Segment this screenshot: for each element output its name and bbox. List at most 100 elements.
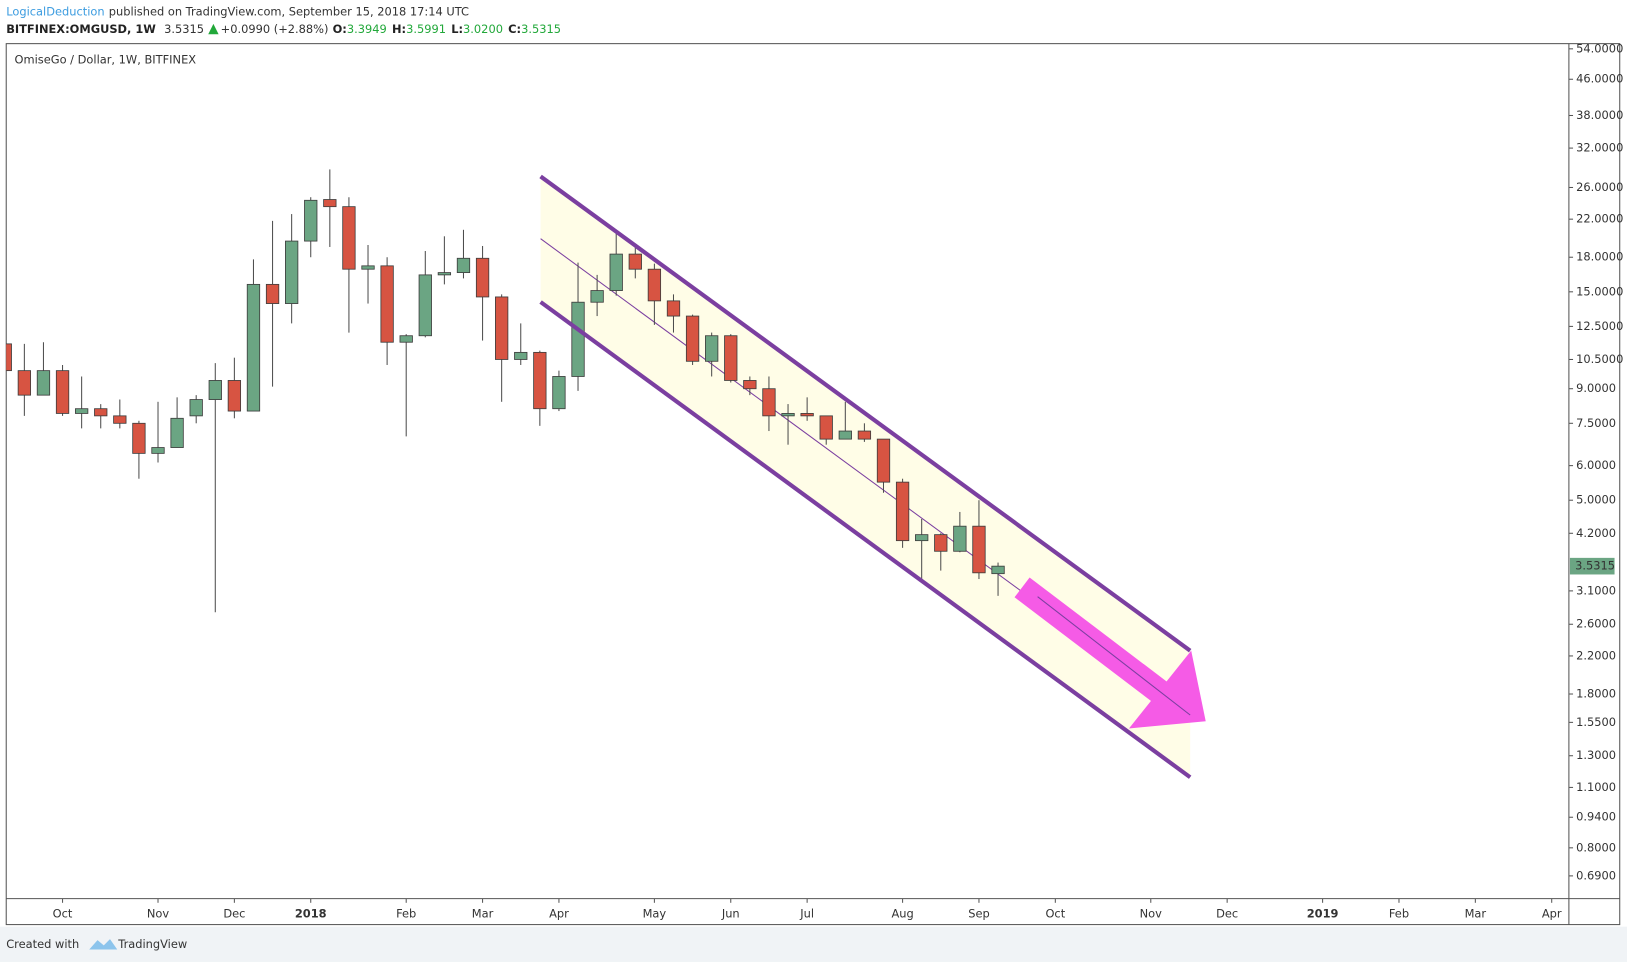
published: published on TradingView.com, September … — [109, 4, 469, 18]
candle-body — [819, 415, 833, 440]
y-tick-label: 22.0000 — [1576, 212, 1623, 226]
x-tick-label: Apr — [1542, 907, 1562, 921]
ohlc-value: 3.5315 — [521, 22, 561, 36]
channel-midline-over — [1037, 596, 1191, 716]
footer-band — [0, 926, 1627, 962]
candle-body — [132, 422, 146, 454]
y-tick-label: 7.5000 — [1576, 416, 1616, 430]
last-price-label: 3.5315 — [1575, 559, 1615, 573]
candle-body — [609, 253, 623, 291]
candle-body — [380, 265, 394, 343]
x-tick-label: May — [643, 907, 667, 921]
y-tick-label: 12.5000 — [1576, 319, 1623, 333]
candle-body — [800, 413, 814, 417]
x-tick-label: Feb — [396, 907, 416, 921]
candle-body — [342, 206, 356, 270]
publish-line: LogicalDeduction published on TradingView… — [6, 4, 469, 18]
candle-body — [953, 525, 967, 552]
candle-body — [151, 447, 165, 454]
arrow-shaft — [1014, 577, 1168, 703]
candle-body — [857, 430, 872, 440]
y-tick-label: 38.0000 — [1576, 108, 1623, 122]
candle-body — [74, 408, 89, 414]
y-tick-label: 5.0000 — [1576, 493, 1616, 507]
last-price-box — [1569, 557, 1615, 575]
x-tick-label: Mar — [472, 907, 494, 921]
candles — [6, 169, 1005, 613]
y-tick-label: 26.0000 — [1576, 180, 1623, 194]
x-tick-label: Aug — [891, 907, 913, 921]
candle-body — [399, 335, 413, 343]
candle-body — [285, 240, 299, 304]
candle-body — [189, 399, 203, 417]
candle-body — [685, 315, 700, 362]
brand[interactable]: TradingView — [117, 937, 187, 951]
y-tick-label: 1.5500 — [1576, 715, 1616, 729]
created-with: Created with — [6, 937, 79, 951]
ohlc-label: L: — [451, 22, 463, 36]
candle-body — [113, 415, 127, 424]
candle-body — [323, 199, 337, 208]
y-tick-label: 2.6000 — [1576, 617, 1616, 631]
x-tick-label: 2018 — [295, 907, 327, 921]
candle-body — [437, 272, 452, 276]
y-tick-label: 2.2000 — [1576, 648, 1616, 662]
y-tick-label: 32.0000 — [1576, 141, 1623, 155]
x-tick-label: Mar — [1465, 907, 1487, 921]
candle-body — [208, 380, 222, 400]
candle-body — [533, 351, 547, 410]
candle-body — [94, 408, 108, 417]
candle-body — [36, 370, 51, 396]
arrow-head — [1128, 650, 1206, 729]
candle-body — [418, 274, 432, 337]
symbol-line: BITFINEX:OMGUSD, 1W 3.5315 +0.0990 (+2.88%… — [6, 22, 561, 36]
last: 3.5315 — [164, 22, 204, 36]
candle-body — [915, 534, 929, 542]
y-tick-label: 9.0000 — [1576, 381, 1616, 395]
candle-body — [762, 388, 776, 417]
y-tick-label: 18.0000 — [1576, 250, 1623, 264]
candle-body — [475, 257, 490, 298]
x-tick-label: Dec — [1216, 907, 1238, 921]
y-tick-label: 46.0000 — [1576, 72, 1623, 86]
candle-body — [304, 199, 318, 242]
candle-body — [628, 253, 642, 270]
candle-body — [838, 430, 852, 440]
candle-body — [361, 265, 375, 270]
up-triangle — [208, 23, 219, 35]
author[interactable]: LogicalDeduction — [6, 4, 104, 18]
candle-body — [991, 565, 1005, 575]
candle-body — [705, 335, 719, 362]
y-tick-label: 0.9400 — [1576, 810, 1616, 824]
ohlc-value: 3.0200 — [463, 22, 503, 36]
channel-upper — [539, 174, 1192, 653]
y-tick-label: 0.8000 — [1576, 840, 1616, 854]
y-tick-label: 1.1000 — [1576, 780, 1616, 794]
candle-body — [495, 296, 509, 360]
change: +0.0990 (+2.88%) — [221, 22, 329, 36]
x-tick-label: Oct — [1045, 907, 1065, 921]
x-tick-label: Dec — [223, 907, 245, 921]
ohlc-label: C: — [508, 22, 521, 36]
y-tick-label: 6.0000 — [1576, 458, 1616, 472]
candle-body — [647, 268, 662, 302]
x-tick-label: Jul — [799, 907, 814, 921]
x-tick-label: Apr — [549, 907, 569, 921]
x-tick-label: Nov — [147, 907, 170, 921]
y-tick-label: 0.6900 — [1576, 868, 1616, 882]
candle-body — [456, 257, 471, 274]
candle-body — [666, 300, 681, 317]
tv-logo — [89, 939, 118, 950]
candle-body — [972, 525, 986, 574]
candle-body — [743, 380, 757, 390]
y-tick-label: 10.5000 — [1576, 352, 1623, 366]
candle-body — [571, 301, 585, 377]
candle-body — [552, 376, 566, 410]
x-tick-label: 2019 — [1307, 907, 1339, 921]
candle-body — [6, 343, 12, 372]
symbol: BITFINEX:OMGUSD, 1W — [6, 22, 156, 36]
y-tick-label: 3.1000 — [1576, 583, 1616, 597]
candle-body — [265, 283, 280, 304]
x-tick-label: Feb — [1389, 907, 1409, 921]
axes: 54.0000 46.0000 38.0000 32.0000 26.0000 22.00… — [53, 41, 1624, 920]
